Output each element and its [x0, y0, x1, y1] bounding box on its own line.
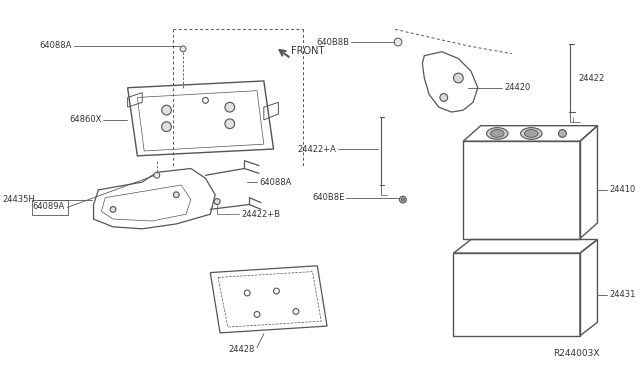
Ellipse shape: [486, 128, 508, 139]
Text: 24428: 24428: [228, 345, 255, 354]
Text: 24422+A: 24422+A: [298, 145, 337, 154]
Text: 24431: 24431: [609, 291, 636, 299]
Ellipse shape: [520, 128, 542, 139]
Circle shape: [254, 311, 260, 317]
Circle shape: [401, 198, 404, 201]
Text: 24410: 24410: [609, 185, 636, 195]
Text: 24435H: 24435H: [3, 195, 35, 204]
Text: 64088A: 64088A: [259, 177, 291, 187]
Circle shape: [225, 102, 235, 112]
Text: 24422: 24422: [578, 74, 604, 83]
Text: FRONT: FRONT: [291, 46, 324, 56]
Circle shape: [180, 46, 186, 52]
Circle shape: [162, 105, 172, 115]
Ellipse shape: [525, 129, 538, 137]
Circle shape: [110, 206, 116, 212]
Text: 24420: 24420: [504, 83, 531, 92]
Text: 24422+B: 24422+B: [241, 210, 280, 219]
Circle shape: [244, 290, 250, 296]
Text: R244003X: R244003X: [553, 349, 600, 358]
Text: 64089A: 64089A: [32, 202, 65, 211]
Circle shape: [559, 129, 566, 137]
Circle shape: [225, 119, 235, 129]
Circle shape: [154, 172, 160, 178]
Circle shape: [394, 38, 402, 46]
Circle shape: [214, 199, 220, 205]
Circle shape: [454, 73, 463, 83]
Circle shape: [162, 122, 172, 132]
Text: 64860X: 64860X: [69, 115, 101, 124]
Text: 640B8E: 640B8E: [312, 193, 344, 202]
Circle shape: [293, 308, 299, 314]
Circle shape: [273, 288, 280, 294]
Ellipse shape: [490, 129, 504, 137]
Circle shape: [440, 94, 447, 101]
Text: 640B8B: 640B8B: [316, 38, 349, 46]
Circle shape: [202, 97, 209, 103]
Text: 64088A: 64088A: [40, 41, 72, 51]
Circle shape: [399, 196, 406, 203]
Circle shape: [173, 192, 179, 198]
